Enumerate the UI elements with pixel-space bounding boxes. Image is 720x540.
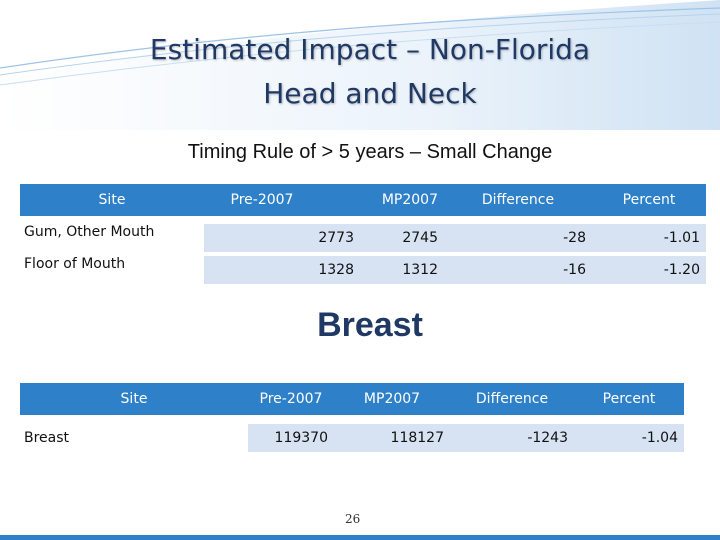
table-cell-diff: -28 [444,224,592,252]
page-number: 26 [345,512,361,526]
subtitle: Timing Rule of > 5 years – Small Change [187,141,553,163]
table-row-label: Breast [24,430,70,446]
column-header-mp2007: MP2007 [320,184,444,216]
header-swoosh-decoration [0,0,720,130]
title-line-1: Estimated Impact – Non-Florida [149,33,591,66]
table-cell-pct: -1.01 [592,224,706,252]
table-cell-mp: 1312 [360,256,444,284]
column-header-pre2007: Pre-2007 [248,383,334,415]
column-header-difference: Difference [450,383,574,415]
footer-bar [0,535,720,540]
table-row-label: Floor of Mouth [24,256,126,272]
table-cell-pre: 2773 [204,224,360,252]
table-cell-diff: -1243 [450,424,574,452]
table-cell-pct: -1.04 [574,424,684,452]
table-cell-pre: 1328 [204,256,360,284]
column-header-site: Site [20,184,204,216]
table-cell-mp: 118127 [334,424,450,452]
table-cell-pre: 119370 [248,424,334,452]
table-row-label: Gum, Other Mouth [24,224,155,240]
table-cell-pct: -1.20 [592,256,706,284]
section-title-breast: Breast [317,306,423,344]
column-header-percent: Percent [592,184,706,216]
column-header-percent: Percent [574,383,684,415]
column-header-difference: Difference [444,184,592,216]
column-header-site: Site [20,383,248,415]
column-header-pre2007: Pre-2007 [204,184,320,216]
title-line-2: Head and Neck [263,77,477,110]
page-title: Estimated Impact – Non-Florida Head and … [60,28,680,116]
table-cell-mp: 2745 [360,224,444,252]
table-cell-diff: -16 [444,256,592,284]
column-header-mp2007: MP2007 [334,383,450,415]
